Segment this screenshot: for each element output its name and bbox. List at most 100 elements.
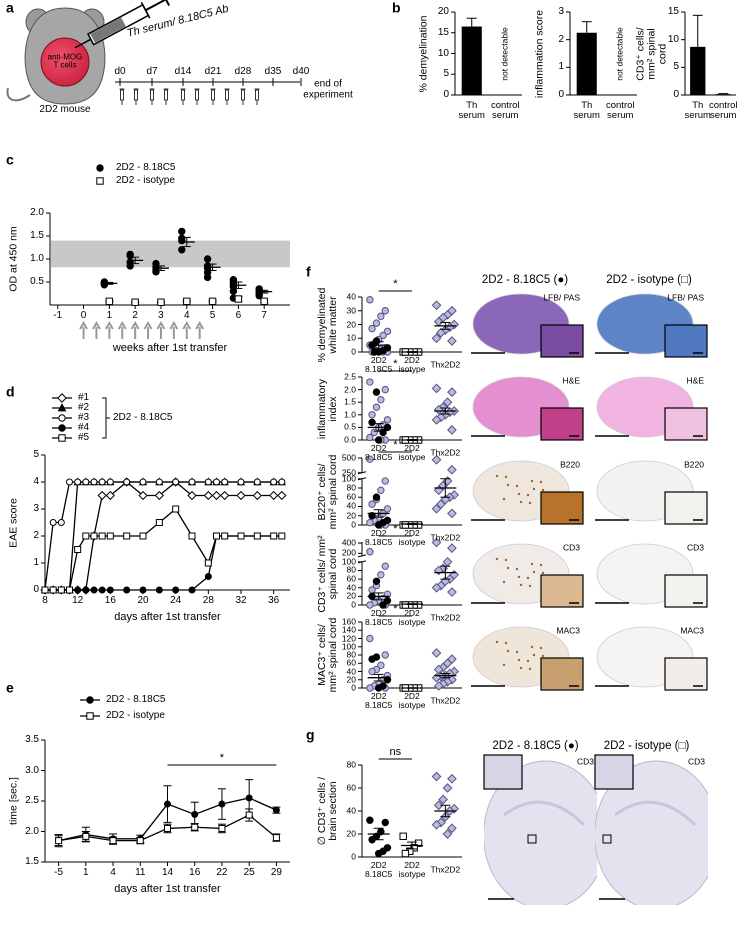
brain-structure (503, 800, 586, 827)
marker (431, 333, 442, 344)
marker (237, 478, 245, 486)
x-tick-label: Th serum (684, 100, 711, 121)
transfer-arrow (156, 321, 166, 339)
syringe-label: Th serum/ 8.18C5 Ab (125, 2, 230, 40)
y-tick-label: 5 (673, 61, 679, 73)
significance-label: * (393, 603, 398, 616)
marker (66, 586, 73, 594)
stain-speck (515, 484, 519, 488)
marker (401, 849, 410, 858)
marker (123, 586, 131, 594)
y-tick-label: 40 (346, 666, 356, 677)
marker (366, 296, 374, 304)
y-tick-label: 3.5 (25, 733, 39, 745)
marker (399, 832, 407, 840)
x-axis-label: weeks after 1st transfer (112, 342, 228, 355)
marker (187, 490, 197, 501)
x-tick-label: 12 (72, 594, 84, 606)
marker (98, 586, 106, 594)
y-axis-label: MAC3⁺ cells/ mm² spinal cord (315, 617, 339, 693)
y-tick-label: 0 (673, 88, 679, 100)
inset-frame (540, 407, 584, 441)
stain-speck (532, 570, 536, 574)
inset-frame (540, 491, 584, 525)
marker (368, 411, 376, 419)
y-tick-label: 60 (346, 657, 356, 668)
marker (442, 783, 453, 793)
inset-frame (664, 491, 708, 525)
x-tick-label: -1 (53, 309, 63, 321)
transfer-arrow (104, 321, 114, 339)
y-tick-label: 0 (33, 583, 39, 595)
axis-break (357, 554, 367, 558)
marker (126, 262, 134, 270)
marker (374, 521, 383, 529)
panel-label: d (6, 383, 15, 400)
marker (139, 478, 147, 486)
marker (164, 824, 171, 832)
stain-label: B220 (560, 459, 580, 470)
marker (431, 771, 442, 782)
marker (229, 287, 238, 295)
marker (272, 834, 280, 842)
x-tick-label: 2 (132, 309, 138, 321)
x-tick-label: 2D2 8.18C5 (364, 443, 393, 462)
x-tick-label: 0 (80, 309, 87, 321)
brain-structure (614, 800, 697, 827)
marker (58, 424, 66, 432)
stain-speck (515, 650, 519, 654)
y-tick-label: 0 (351, 519, 356, 530)
mouse-tail (6, 87, 31, 102)
stain-label: MAC3 (556, 625, 580, 636)
legend-label: #4 (78, 421, 90, 433)
stain-speck (502, 497, 506, 501)
y-tick-label: 3.0 (25, 764, 39, 776)
stain-speck (495, 557, 499, 561)
panel-label: e (6, 679, 14, 696)
column-header: 2D2 - 8.18C5 (●) (481, 273, 569, 286)
marker (414, 839, 423, 847)
inset-frame (664, 407, 708, 441)
marker (381, 477, 389, 485)
marker (74, 586, 82, 594)
stain-speck (519, 500, 523, 504)
y-tick-label: 40 (346, 291, 356, 302)
transfer-arrow (130, 321, 140, 339)
y-axis-label: % demyelinated white matter (315, 287, 339, 362)
marker (366, 548, 374, 556)
x-tick-label: 2D2 8.18C5 (364, 691, 393, 710)
marker (436, 327, 446, 338)
marker (383, 505, 392, 513)
marker (372, 337, 381, 345)
marker (447, 387, 457, 397)
y-axis-label: % demyelination (417, 14, 430, 93)
stain-speck (526, 576, 530, 580)
marker (213, 532, 220, 540)
column-header: 2D2 - 8.18C5 (●) (492, 739, 579, 752)
x-tick-label: 2D2 8.18C5 (364, 860, 393, 879)
y-axis-label: time [sec.] (7, 777, 20, 825)
marker (57, 519, 65, 526)
y-tick-label: 80 (346, 565, 356, 576)
transfer-arrow (92, 321, 101, 339)
stain-speck (504, 558, 508, 562)
y-tick-label: 20 (346, 510, 356, 521)
x-tick-label: 24 (170, 594, 182, 606)
y-axis-label: EAE score (7, 497, 20, 548)
marker (178, 227, 186, 236)
y-tick-label: 2.0 (30, 206, 44, 218)
x-tick-label: 2D2 isotype (398, 443, 426, 462)
marker (97, 490, 107, 501)
marker (433, 485, 444, 496)
inset-frame (664, 324, 708, 358)
marker (372, 493, 381, 501)
transfer-arrow (117, 321, 127, 339)
marker (433, 664, 444, 675)
stain-speck (528, 501, 532, 505)
y-tick-label: 1.0 (344, 409, 356, 420)
marker (366, 816, 374, 824)
stain-speck (502, 663, 506, 667)
marker (211, 490, 222, 501)
timeline-label: d14 (174, 65, 192, 77)
marker (377, 312, 385, 320)
